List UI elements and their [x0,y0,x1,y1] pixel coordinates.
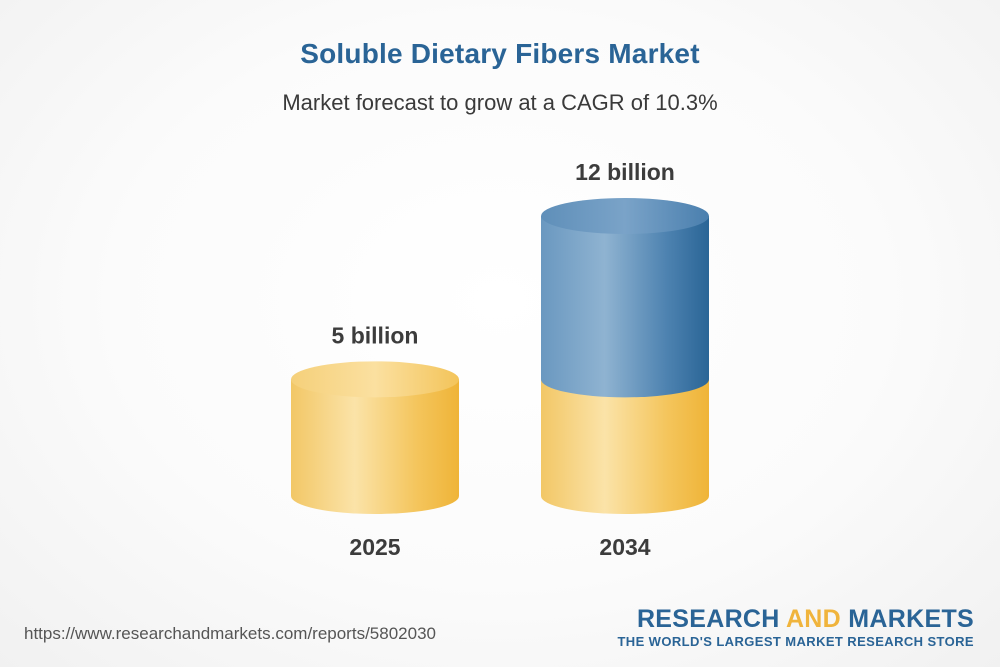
category-label: 2034 [599,534,650,560]
bar-top-cap [541,198,709,234]
chart-title: Soluble Dietary Fibers Market [300,38,700,69]
brand-name: RESEARCH AND MARKETS [617,606,974,632]
bar-value-label: 12 billion [575,159,675,185]
brand-logo: RESEARCH AND MARKETS THE WORLD'S LARGEST… [617,606,974,649]
source-url[interactable]: https://www.researchandmarkets.com/repor… [24,624,436,643]
bar-base-segment [291,379,459,514]
bar-base-segment [541,379,709,514]
category-label: 2025 [349,534,400,560]
bar-value-label: 5 billion [332,322,419,348]
brand-name-part1: RESEARCH [636,605,786,633]
brand-name-part3: MARKETS [841,605,974,633]
bar-top-cap [291,361,459,398]
chart-subtitle: Market forecast to grow at a CAGR of 10.… [282,90,718,115]
brand-name-accent: AND [785,605,842,633]
brand-tagline: THE WORLD'S LARGEST MARKET RESEARCH STOR… [617,634,974,649]
bar-growth-segment [541,216,709,398]
